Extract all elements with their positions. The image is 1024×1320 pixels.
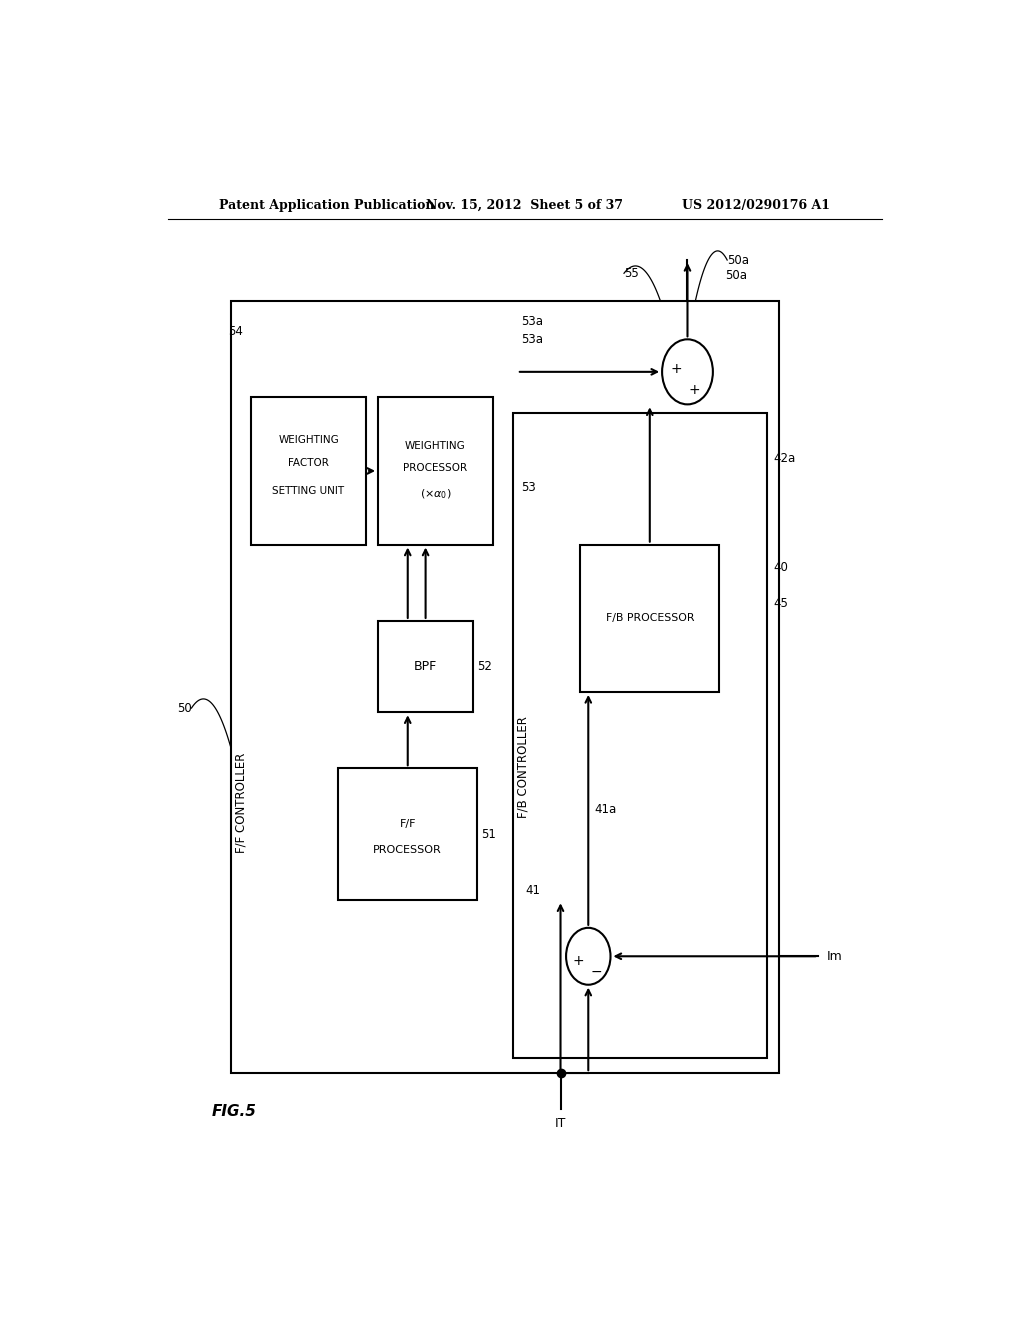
Text: −: − (590, 965, 602, 979)
Text: Im: Im (826, 950, 842, 962)
Text: F/F: F/F (399, 820, 416, 829)
Text: 53a: 53a (521, 314, 543, 327)
Circle shape (566, 928, 610, 985)
Text: 53: 53 (521, 480, 536, 494)
Bar (581, 545, 719, 692)
Text: 50a: 50a (727, 253, 750, 267)
Text: SETTING UNIT: SETTING UNIT (272, 486, 345, 496)
Text: 50a: 50a (725, 269, 746, 281)
Text: 42a: 42a (773, 451, 796, 465)
Text: Patent Application Publication: Patent Application Publication (219, 199, 435, 213)
Text: US 2012/0290176 A1: US 2012/0290176 A1 (682, 199, 830, 213)
Text: Nov. 15, 2012  Sheet 5 of 37: Nov. 15, 2012 Sheet 5 of 37 (426, 199, 624, 213)
Bar (251, 397, 367, 545)
Text: 51: 51 (481, 828, 496, 841)
Text: PROCESSOR: PROCESSOR (374, 845, 442, 854)
Text: BPF: BPF (414, 660, 437, 673)
Text: 52: 52 (477, 660, 493, 673)
Text: 45: 45 (773, 597, 788, 610)
Text: 54: 54 (228, 325, 243, 338)
Text: 41: 41 (525, 883, 541, 896)
Text: F/B CONTROLLER: F/B CONTROLLER (517, 717, 529, 818)
Text: F/F CONTROLLER: F/F CONTROLLER (234, 752, 248, 853)
Text: +: + (671, 362, 682, 376)
Text: F/B PROCESSOR: F/B PROCESSOR (605, 614, 694, 623)
Text: WEIGHTING: WEIGHTING (279, 436, 339, 445)
Bar (338, 768, 477, 900)
Text: ($\times\alpha_0$): ($\times\alpha_0$) (420, 487, 452, 502)
Bar (513, 413, 767, 1057)
Bar (378, 397, 494, 545)
Text: +: + (572, 953, 584, 968)
Text: FIG.5: FIG.5 (211, 1104, 256, 1118)
Bar (231, 301, 778, 1073)
Text: 55: 55 (624, 267, 639, 280)
Text: PROCESSOR: PROCESSOR (403, 463, 468, 473)
Bar (378, 620, 473, 713)
Text: 53a: 53a (521, 334, 543, 346)
Text: FACTOR: FACTOR (288, 458, 329, 467)
Text: IT: IT (555, 1117, 566, 1130)
Text: 40: 40 (773, 561, 788, 574)
Circle shape (663, 339, 713, 404)
Text: 41a: 41a (595, 804, 616, 816)
Text: +: + (688, 383, 699, 397)
Text: WEIGHTING: WEIGHTING (406, 441, 466, 450)
Text: 50: 50 (177, 701, 191, 714)
